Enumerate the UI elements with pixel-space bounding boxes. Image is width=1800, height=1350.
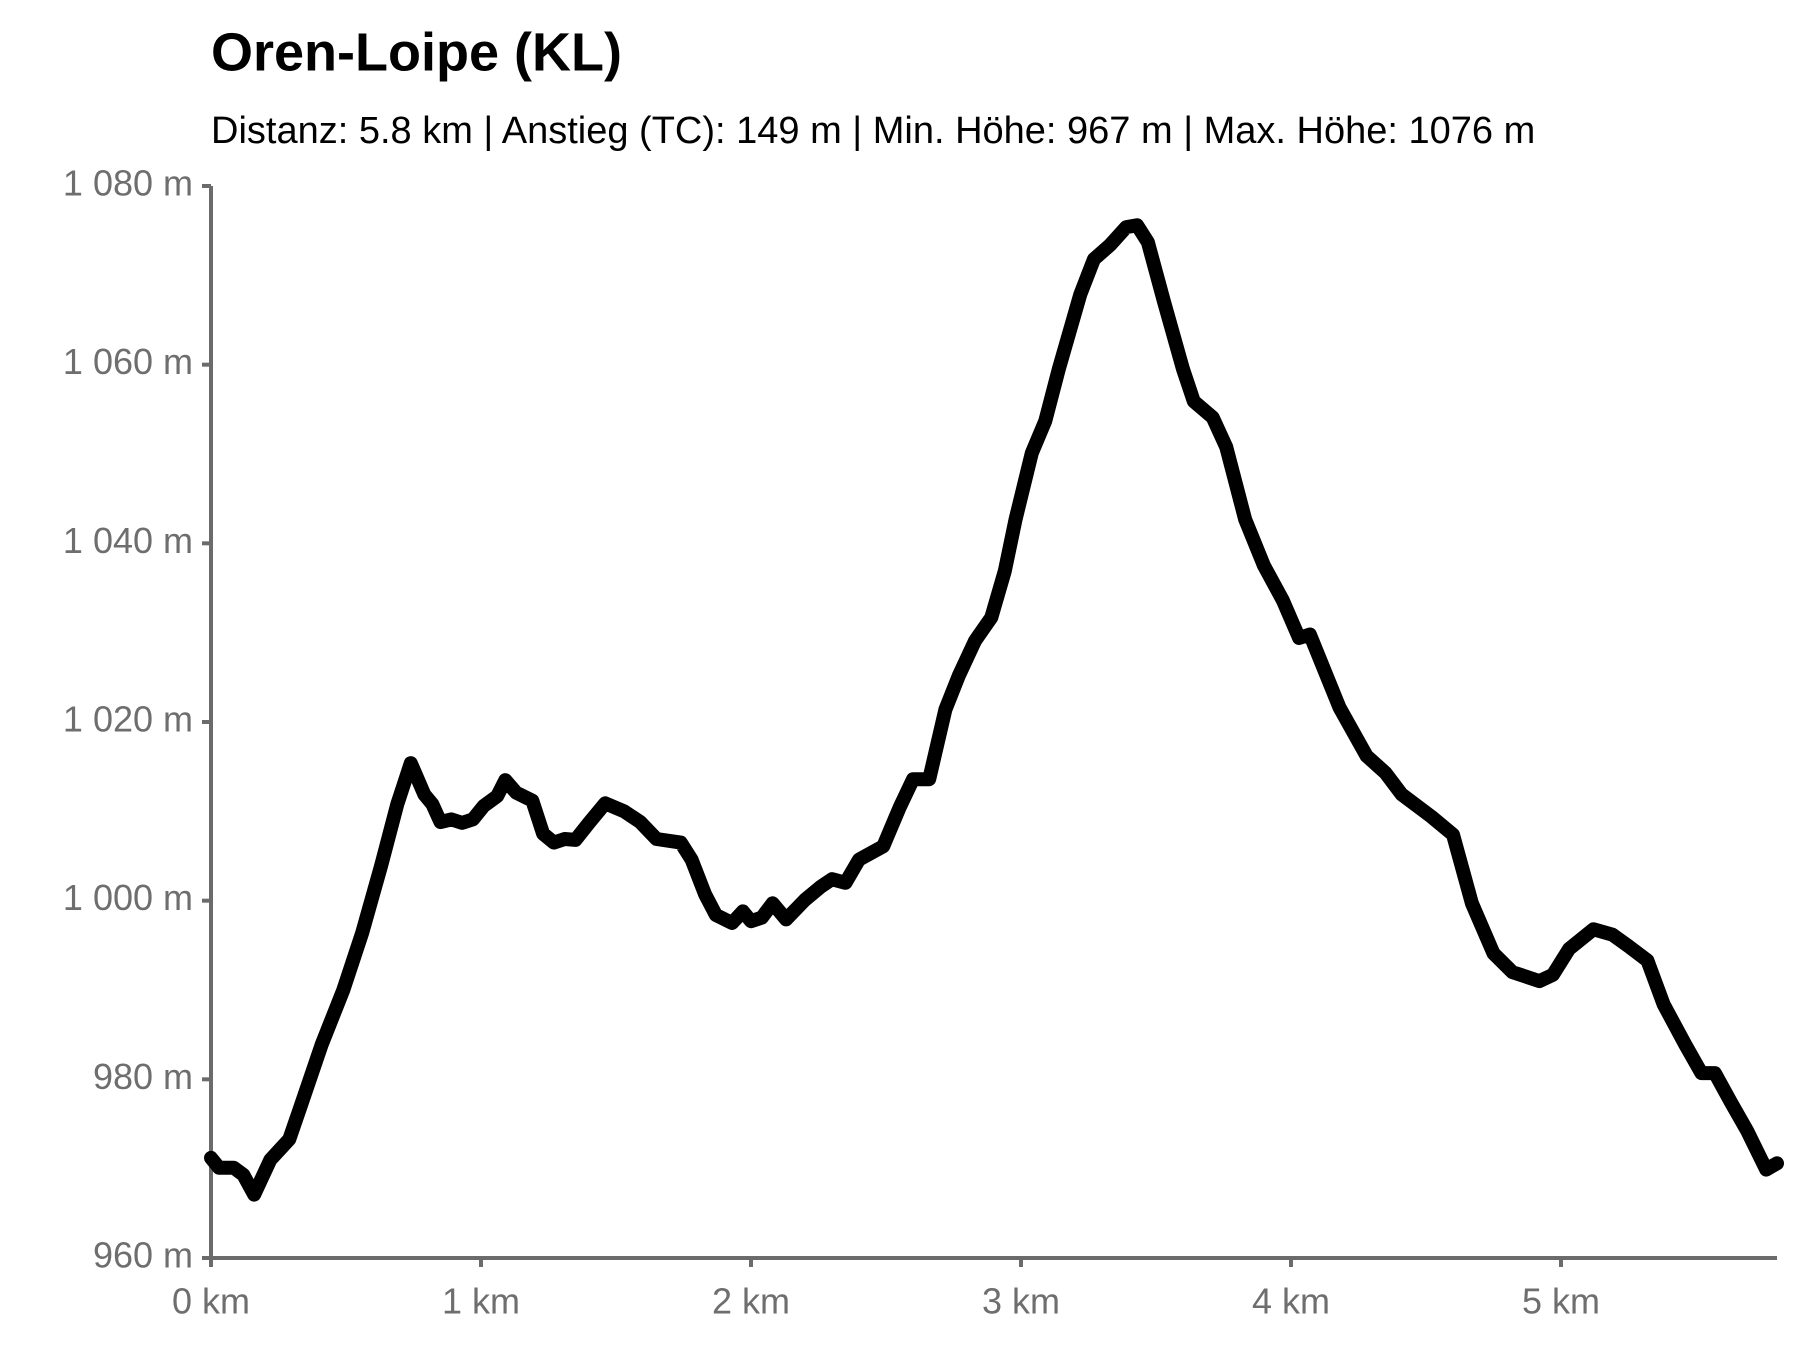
y-tick-label: 1 080 m (63, 163, 193, 204)
y-tick-label: 1 020 m (63, 699, 193, 740)
x-tick-label: 5 km (1522, 1281, 1600, 1322)
x-tick-label: 2 km (712, 1281, 790, 1322)
x-tick-label: 0 km (172, 1281, 250, 1322)
x-tick-label: 4 km (1252, 1281, 1330, 1322)
y-tick-label: 1 060 m (63, 341, 193, 382)
x-tick-label: 1 km (442, 1281, 520, 1322)
y-tick-label: 960 m (93, 1235, 193, 1276)
x-tick-label: 3 km (982, 1281, 1060, 1322)
elevation-line (204, 218, 1784, 1202)
chart-title: Oren-Loipe (KL) (211, 22, 622, 82)
chart-subtitle: Distanz: 5.8 km | Anstieg (TC): 149 m | … (211, 110, 1535, 152)
y-tick-label: 1 040 m (63, 520, 193, 561)
y-tick-label: 980 m (93, 1056, 193, 1097)
y-tick-label: 1 000 m (63, 877, 193, 918)
